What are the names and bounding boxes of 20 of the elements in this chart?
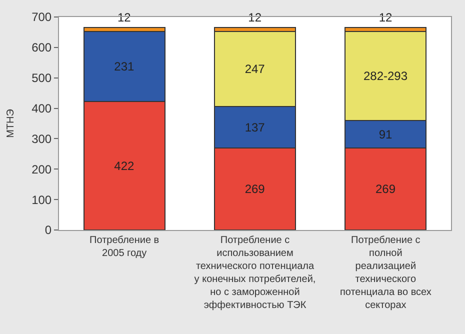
- y-tick-label: 700: [32, 10, 52, 24]
- y-tick-label: 100: [32, 192, 52, 207]
- y-tick-label: 0: [44, 223, 52, 238]
- data-label: 247: [244, 62, 266, 76]
- data-label: 422: [114, 158, 135, 173]
- data-label: 231: [114, 59, 135, 74]
- y-tick-label: 200: [32, 162, 52, 176]
- data-label: 269: [375, 182, 396, 196]
- y-tick-label: 600: [32, 40, 52, 55]
- x-tick-label: Потребление с использованием технического потенциала у конечных потребителей, но с замороженной эффективностью ТЭК: [194, 235, 316, 311]
- data-label: 91: [378, 127, 392, 142]
- data-label: 269: [244, 182, 266, 196]
- y-axis-title: МТНЭ: [6, 109, 17, 138]
- data-label: 282-293: [363, 68, 408, 83]
- y-tick-label: 500: [32, 71, 52, 86]
- y-tick-label: 400: [32, 101, 52, 116]
- data-label: 137: [244, 120, 266, 134]
- y-tick-label: 300: [32, 132, 52, 146]
- x-tick-label: Потребление с полной реализацией технического потенциала во всех секторах: [340, 235, 432, 311]
- x-tick-label: Потребление в 2005 году: [90, 235, 160, 259]
